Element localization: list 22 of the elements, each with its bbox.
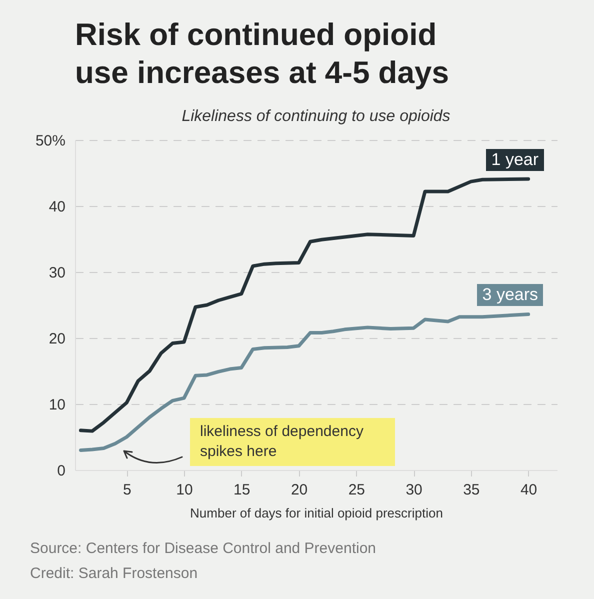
y-tick-label: 40 [48, 198, 66, 216]
x-tick-label: 40 [520, 482, 538, 498]
y-tick-label: 10 [48, 396, 66, 414]
source-note: Source: Centers for Disease Control and Prevention [30, 540, 376, 557]
series-label: 3 years [477, 284, 544, 306]
y-tick-label: 0 [57, 462, 66, 480]
x-tick-label: 35 [463, 482, 480, 498]
y-tick-label: 20 [48, 330, 66, 348]
annotation: likeliness of dependency spikes here [190, 418, 395, 466]
text: Credit: Sarah Frostenson [30, 565, 198, 582]
series-label: 1 year [486, 148, 544, 171]
chart-subtitle: Likeliness of continuing to use opioids [180, 108, 452, 126]
x-tick-label: 10 [176, 482, 193, 498]
x-tick-label: 5 [122, 482, 132, 498]
x-tick-label: 25 [348, 482, 366, 498]
chart-title: Risk of continued opioid use increases at 4-5 days [75, 16, 450, 92]
x-tick-label: 20 [290, 482, 308, 498]
y-tick-label: 30 [48, 264, 66, 282]
x-axis-title: Number of days for initial opioid prescription [190, 506, 443, 520]
x-tick-label: 30 [406, 482, 422, 498]
x-tick-label: 15 [234, 482, 250, 498]
y-tick-label: 50% [35, 132, 66, 150]
